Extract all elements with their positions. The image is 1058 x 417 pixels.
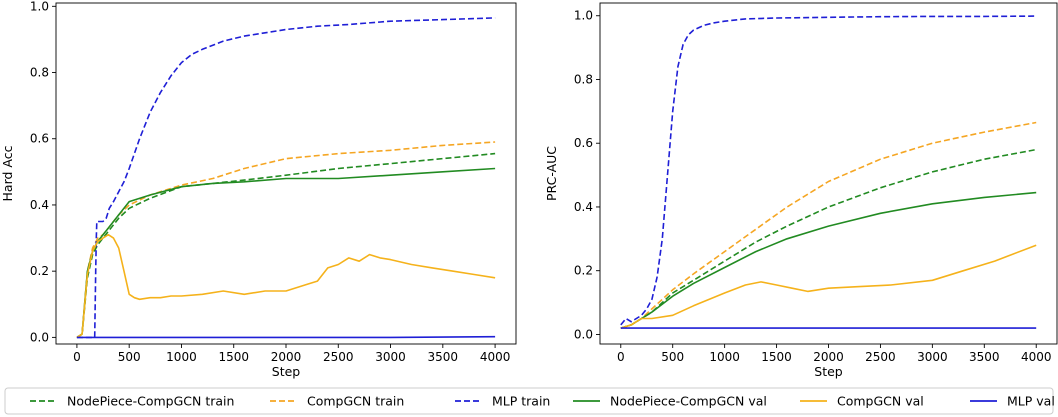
series-group	[76, 17, 496, 339]
legend-label-mlp-val: MLP val	[1007, 394, 1055, 409]
y-axis-label: Hard Acc	[0, 145, 15, 201]
legend-label-compgcn-train: CompGCN train	[307, 394, 404, 409]
x-axis-label: Step	[272, 364, 301, 379]
y-tick-label: 0.4	[30, 198, 49, 212]
y-tick-label: 0.2	[30, 264, 49, 278]
y-tick-label: 0.6	[30, 132, 49, 146]
x-tick-label: 3000	[917, 350, 948, 364]
y-tick-label: 0.8	[574, 72, 593, 86]
x-tick-label: 500	[118, 350, 141, 364]
chart-prc-auc: 0 500 1000 1500 2000 2500 3000 3500 4000 0.0 0.2 0.…	[544, 2, 1058, 379]
y-tick-label: 1.0	[574, 9, 593, 23]
x-tick-label: 1000	[709, 350, 740, 364]
x-tick-label: 1500	[218, 350, 249, 364]
plot-frame	[599, 2, 1058, 345]
x-tick-label: 2500	[323, 350, 354, 364]
series-group	[620, 15, 1037, 329]
series-line-nodepiece-compgcn-train	[76, 152, 496, 339]
x-tick-label: 0	[617, 350, 625, 364]
y-tick-label: 0.0	[574, 327, 593, 341]
legend-box	[4, 387, 1054, 415]
y-tick-label: 0.2	[574, 264, 593, 278]
series-line-compgcn-train	[76, 141, 496, 339]
series-line-mlp-val	[76, 335, 496, 339]
y-tick-label: 1.0	[30, 0, 49, 13]
x-tick-label: 1000	[166, 350, 197, 364]
legend-label-mlp-train: MLP train	[492, 394, 550, 409]
y-tick-label: 0.4	[574, 200, 593, 214]
x-tick-label: 1500	[761, 350, 792, 364]
x-tick-label: 4000	[480, 350, 511, 364]
x-axis-label: Step	[814, 364, 843, 379]
x-tick-label: 3000	[375, 350, 406, 364]
legend: NodePiece-CompGCN train CompGCN train MLP …	[4, 387, 1055, 415]
series-line-nodepiece-compgcn-val	[76, 167, 496, 339]
x-tick-label: 3500	[969, 350, 1000, 364]
x-tick-label: 0	[73, 350, 81, 364]
series-line-compgcn-val	[76, 233, 496, 339]
x-tick-label: 2000	[271, 350, 302, 364]
x-tick-label: 2500	[865, 350, 896, 364]
series-line-nodepiece-compgcn-val	[620, 191, 1037, 329]
series-line-nodepiece-compgcn-train	[620, 148, 1037, 329]
y-tick-label: 0.8	[30, 66, 49, 80]
x-tick-label: 2000	[813, 350, 844, 364]
y-axis-label: PRC-AUC	[544, 146, 559, 201]
chart-hard-acc: 0 500 1000 1500 2000 2500 3000 3500 4000 0.0 0.2 0.…	[0, 0, 517, 379]
legend-label-nodepiece-compgcn-train: NodePiece-CompGCN train	[67, 394, 234, 409]
y-tick-label: 0.6	[574, 136, 593, 150]
series-line-compgcn-val	[620, 244, 1037, 329]
x-tick-label: 3500	[428, 350, 459, 364]
x-tick-label: 4000	[1021, 350, 1052, 364]
legend-label-nodepiece-compgcn-val: NodePiece-CompGCN val	[610, 394, 767, 409]
series-line-mlp-train	[76, 17, 496, 339]
plot-frame	[55, 2, 517, 345]
x-tick-label: 500	[661, 350, 684, 364]
series-line-mlp-train	[620, 15, 1037, 326]
legend-label-compgcn-val: CompGCN val	[837, 394, 924, 409]
series-line-compgcn-train	[620, 121, 1037, 329]
y-tick-label: 0.0	[30, 330, 49, 344]
